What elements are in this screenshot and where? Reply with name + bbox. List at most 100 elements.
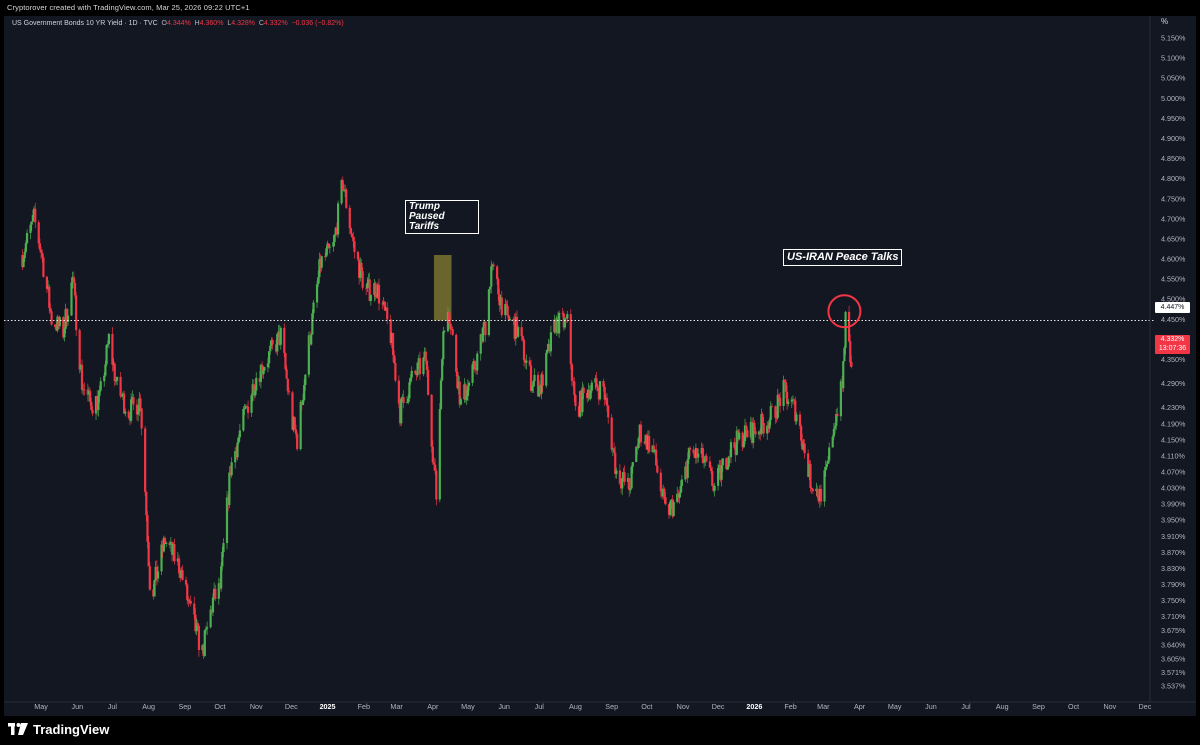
- candle-body: [497, 279, 500, 295]
- candle-body: [235, 451, 238, 458]
- candle-body: [500, 297, 503, 316]
- y-tick-label: 4.800%: [1161, 174, 1186, 183]
- y-tick-label: 4.850%: [1161, 154, 1186, 163]
- candle-body: [529, 365, 533, 391]
- price-unit-label: %: [1161, 17, 1169, 26]
- candle-body: [663, 488, 666, 498]
- candle-body: [230, 462, 233, 476]
- candle-body: [234, 451, 237, 463]
- candle-body: [708, 461, 712, 468]
- x-tick-label: Jun: [925, 702, 937, 711]
- candle-body: [252, 384, 255, 396]
- candle-body: [816, 488, 819, 497]
- candle-body: [120, 396, 123, 397]
- candle-body: [106, 344, 109, 346]
- candle-body: [836, 413, 839, 417]
- candle-body: [87, 391, 91, 395]
- candle-body: [713, 485, 716, 491]
- candle-body: [686, 459, 689, 478]
- candle-body: [443, 331, 446, 332]
- candle-body: [777, 394, 781, 398]
- candle-body: [244, 406, 247, 409]
- candle-body: [670, 499, 673, 502]
- candle-body: [361, 271, 364, 288]
- candle-body: [409, 377, 412, 383]
- candle-body: [480, 334, 484, 342]
- candle-body: [75, 295, 78, 331]
- candle-body: [222, 543, 225, 552]
- candle-body: [659, 472, 662, 492]
- candle-body: [317, 277, 320, 285]
- y-tick-label: 4.350%: [1161, 355, 1186, 364]
- x-tick-label: Jul: [108, 702, 118, 711]
- candle-body: [602, 381, 605, 387]
- candle-body: [80, 364, 84, 390]
- x-tick-label: Feb: [784, 702, 796, 711]
- candle-body: [639, 424, 643, 443]
- candle-body: [121, 393, 125, 397]
- candle-body: [394, 363, 397, 381]
- candle-body: [91, 409, 94, 414]
- y-tick-label: 4.110%: [1161, 451, 1185, 460]
- candle-body: [653, 449, 657, 453]
- candle-body: [594, 378, 597, 383]
- candle-body: [79, 364, 82, 370]
- tradingview-logo[interactable]: TradingView: [8, 722, 109, 737]
- candle-body: [353, 241, 356, 252]
- candle-body: [46, 286, 50, 289]
- candle-body: [581, 387, 584, 412]
- candle-body: [582, 387, 585, 393]
- x-tick-label: Aug: [996, 702, 1009, 711]
- candle-body: [807, 453, 810, 477]
- y-tick-label: 3.605%: [1161, 654, 1186, 663]
- candle-body: [646, 435, 650, 450]
- candle-body: [831, 436, 834, 448]
- candle-body: [719, 465, 722, 480]
- candle-body: [64, 309, 67, 329]
- candle-body: [367, 279, 370, 283]
- y-tick-label: 4.230%: [1161, 403, 1186, 412]
- candle-body: [263, 367, 266, 371]
- candle-body: [464, 384, 467, 401]
- candle-body: [397, 380, 400, 404]
- candle-body: [202, 645, 205, 656]
- candle-body: [71, 276, 74, 283]
- candle-body: [463, 384, 466, 400]
- annotation-us-iran-peace-talks[interactable]: US-IRAN Peace Talks: [783, 249, 903, 266]
- price-chart[interactable]: 5.150% 5.100% 5.050% 5.000% 4.950% 4.900% 4.85…: [4, 16, 1196, 716]
- candle-body: [326, 243, 329, 249]
- candle-body: [206, 627, 209, 629]
- candle-body: [173, 544, 176, 562]
- candle-body: [774, 406, 777, 418]
- candle-body: [66, 315, 70, 322]
- candle-body: [407, 398, 410, 403]
- chart-pane[interactable]: 5.150% 5.100% 5.050% 5.000% 4.950% 4.900% 4.85…: [4, 16, 1196, 716]
- candle-body: [25, 232, 29, 244]
- candle-body: [382, 301, 385, 305]
- candle-body: [417, 358, 420, 363]
- candle-body: [358, 259, 361, 278]
- candle-body: [376, 284, 379, 298]
- candle-body: [450, 329, 453, 330]
- candle-body: [89, 391, 92, 403]
- legend-high-label: H: [194, 20, 200, 27]
- footer-bar: TradingView: [0, 716, 1200, 745]
- candle-body: [229, 472, 232, 476]
- candle-body: [23, 251, 26, 259]
- candle-body: [545, 352, 548, 386]
- candle-body: [458, 381, 461, 405]
- candle-body: [761, 414, 764, 424]
- candle-body: [718, 465, 721, 468]
- y-tick-label: 4.500%: [1161, 295, 1186, 304]
- candle-body: [320, 256, 323, 268]
- candle-body: [238, 430, 241, 438]
- annotation-trump-paused-tariffs[interactable]: Trump Paused Tariffs: [405, 200, 479, 234]
- candle-body: [588, 389, 591, 399]
- candle-body: [801, 440, 804, 450]
- x-tick-label: Dec: [1139, 702, 1152, 711]
- candle-body: [680, 479, 683, 487]
- candle-body: [365, 287, 368, 289]
- candle-body: [622, 472, 625, 479]
- candle-body: [705, 456, 708, 462]
- candle-body: [615, 470, 618, 474]
